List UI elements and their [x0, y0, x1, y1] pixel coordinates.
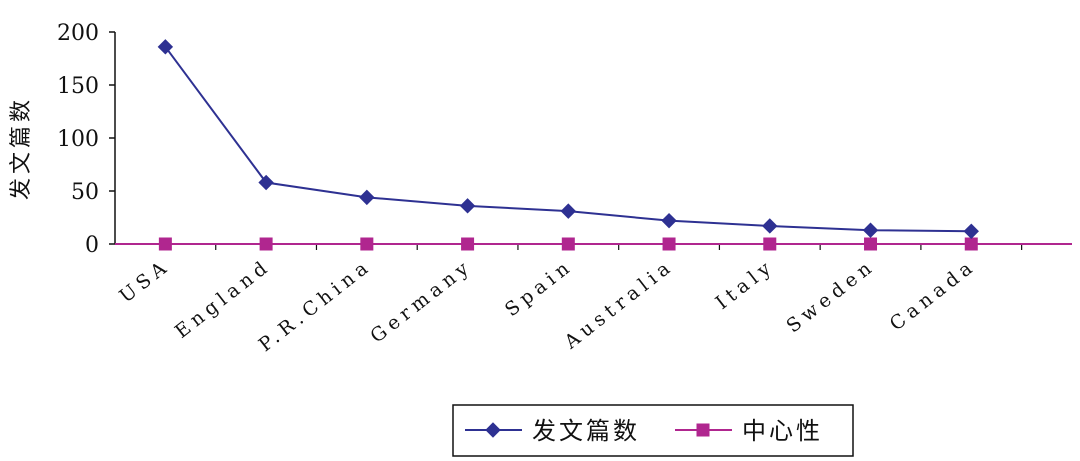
data-point [661, 212, 677, 229]
data-point [864, 237, 878, 251]
axes [114, 32, 1072, 245]
x-tick-label: Germany [366, 255, 476, 348]
x-tick-label: Italy [712, 255, 779, 314]
y-tick-label: 0 [85, 233, 99, 258]
data-point [963, 223, 979, 239]
legend-marker [696, 423, 710, 437]
y-axis-label: 发文篇数 [9, 96, 34, 200]
data-point [763, 237, 777, 251]
x-tick-label: Australia [560, 255, 679, 354]
x-tick-label: England [171, 255, 275, 343]
data-point [561, 237, 575, 251]
y-tick-label: 50 [71, 180, 99, 205]
data-point [258, 174, 274, 191]
x-tick-label: Canada [886, 255, 981, 336]
data-point [762, 218, 778, 234]
data-point [862, 222, 879, 238]
data-point [259, 237, 273, 251]
data-point [560, 203, 577, 219]
data-point [964, 237, 978, 251]
legend-label: 发文篇数 [532, 417, 640, 445]
x-tick-label: USA [115, 255, 174, 308]
series-layer [115, 39, 1072, 251]
legend: 发文篇数 中心性 [452, 404, 854, 457]
y-tick-label: 100 [57, 127, 99, 152]
data-point [359, 189, 375, 206]
data-point [461, 237, 475, 251]
data-point [662, 237, 676, 251]
series-group [157, 39, 979, 239]
y-tick-label: 200 [57, 21, 99, 46]
x-tick-label: Sweden [782, 255, 879, 338]
data-point [157, 39, 174, 55]
x-tick-label: Spain [501, 255, 577, 321]
y-tick-label: 150 [57, 74, 99, 99]
legend-label: 中心性 [742, 417, 823, 445]
data-point [158, 237, 172, 251]
legend-marker [485, 422, 501, 438]
data-point [459, 198, 476, 214]
data-point [360, 237, 374, 251]
y-axis-ticks: 200 150 100 50 0 [57, 21, 115, 258]
series-group [115, 237, 1072, 251]
